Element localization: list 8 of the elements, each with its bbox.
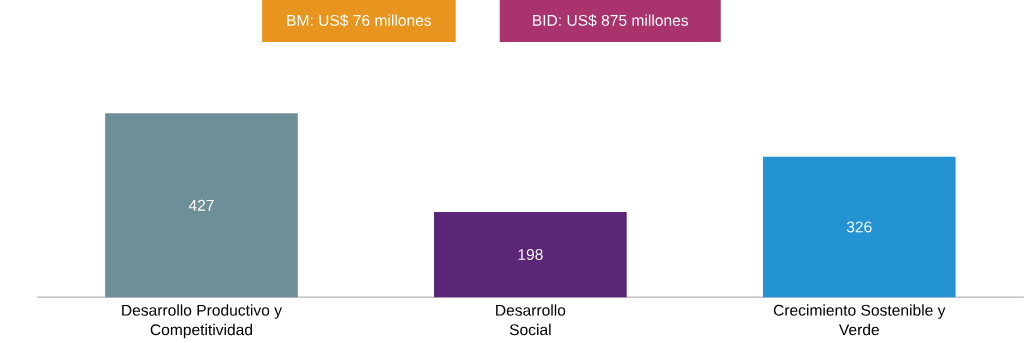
data-label: 198 — [518, 249, 543, 261]
x-tick-label: Crecimiento Sostenible y Verde — [773, 304, 946, 336]
data-label: 326 — [846, 221, 872, 233]
x-tick-label: Desarrollo Social — [496, 304, 566, 336]
text: BID: US$ 875 millones — [533, 14, 689, 27]
x-tick-label: Desarrollo Productivo y Competitividad — [122, 304, 282, 339]
text: BM: US$ 76 millones — [287, 14, 432, 27]
data-label: 427 — [188, 199, 214, 211]
